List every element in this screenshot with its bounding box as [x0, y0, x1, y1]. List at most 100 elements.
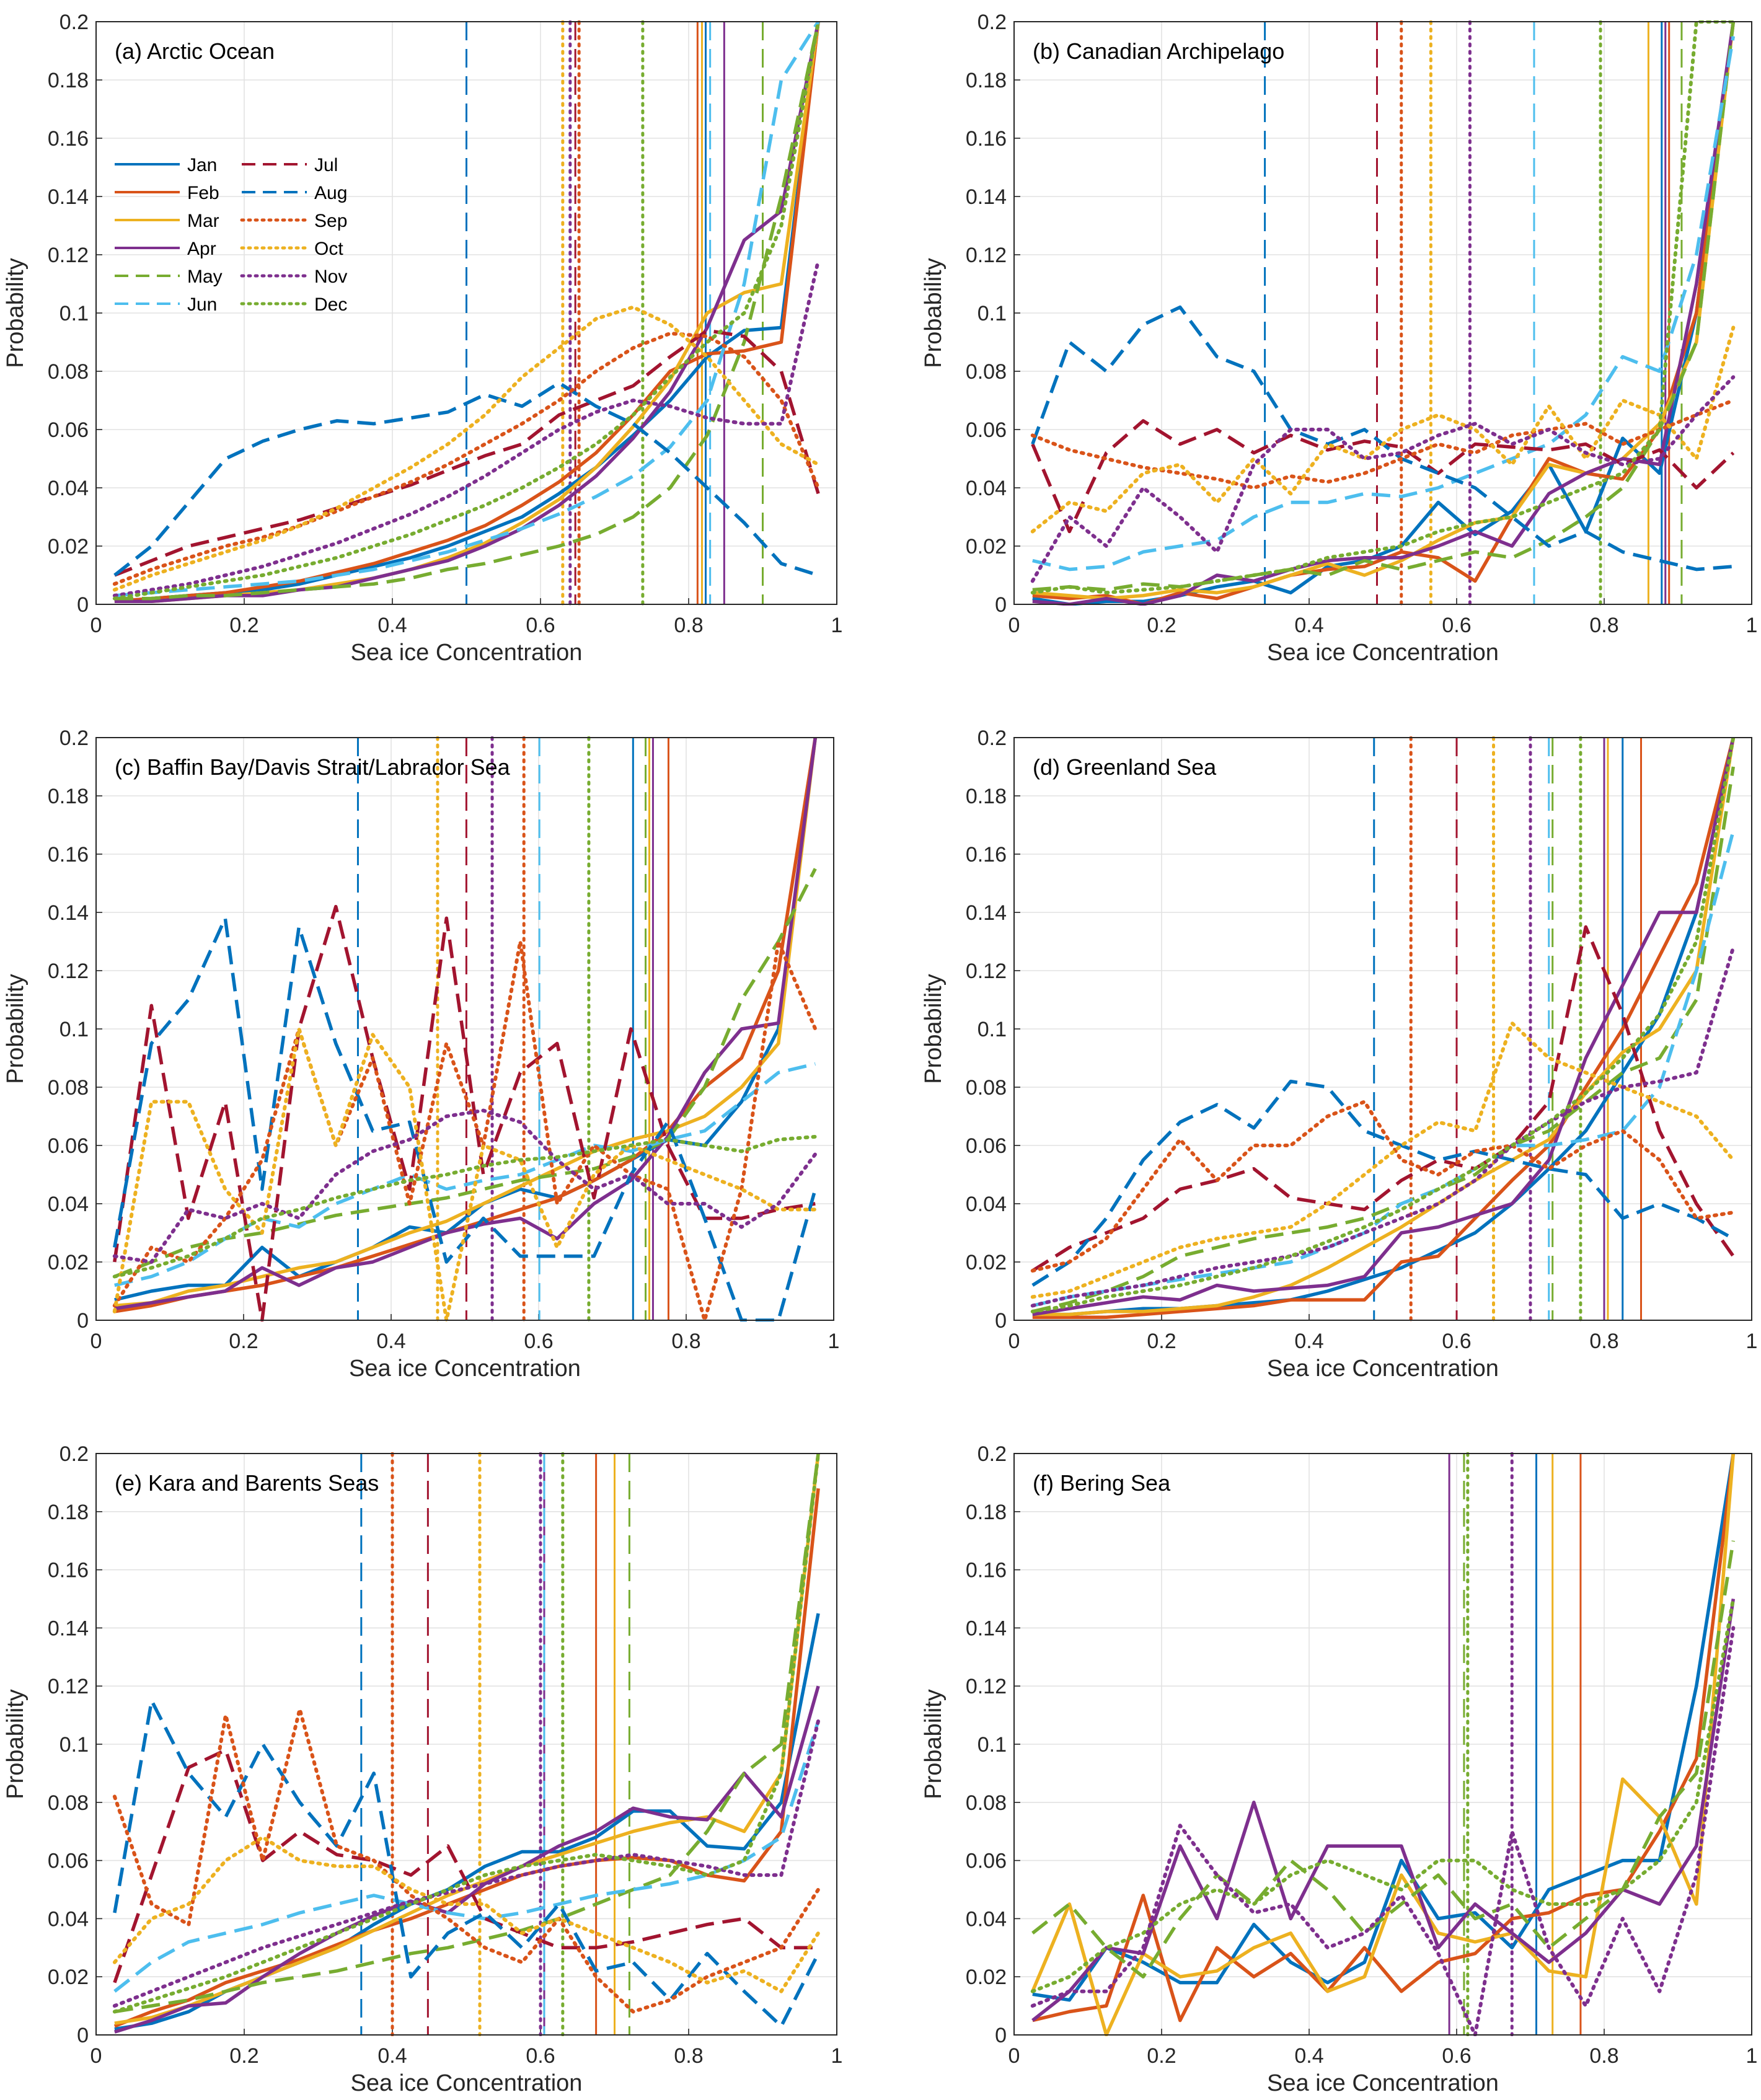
x-tick-label: 1 [1746, 614, 1758, 637]
y-tick-label: 0.12 [48, 1675, 89, 1698]
y-tick-label: 0 [995, 593, 1007, 617]
y-tick-label: 0.18 [48, 1501, 89, 1524]
x-tick-label: 1 [831, 2044, 843, 2068]
legend-label-mar: Mar [187, 211, 219, 231]
axes-box [1013, 21, 1752, 605]
series-may [1032, 766, 1736, 1313]
y-tick-label: 0.18 [966, 1501, 1007, 1524]
y-tick-label: 0.02 [966, 535, 1007, 558]
y-tick-label: 0.1 [978, 1733, 1007, 1757]
series-nov [112, 1719, 821, 2008]
x-tick-label: 0 [90, 1330, 102, 1353]
y-tick-label: 0 [995, 2024, 1007, 2047]
panel-2: 0 0.2 0.4 0.6 0.8 1 0 0.02 0.04 0.06 0.08 0.1 0.12 0.… [2, 726, 839, 1382]
panel-3: 0 0.2 0.4 0.6 0.8 1 0 0.02 0.04 0.06 0.08 0.1 0.12 0.… [920, 726, 1757, 1382]
y-tick-label: 0.12 [966, 244, 1007, 267]
x-tick-label: 0.6 [524, 1330, 553, 1353]
series-oct [1030, 1021, 1736, 1299]
x-tick-label: 0.2 [229, 1330, 258, 1353]
x-axis-label: Sea ice Concentration [349, 1356, 581, 1382]
x-tick-label: 0.8 [1589, 1330, 1618, 1353]
series-jul [113, 329, 820, 577]
series-oct [112, 1835, 821, 1993]
y-tick-label: 0.1 [978, 1018, 1007, 1041]
panel-title: (c) Baffin Bay/Davis Strait/Labrador Sea [115, 754, 511, 780]
y-tick-label: 0.02 [48, 535, 89, 558]
panel-4: 0 0.2 0.4 0.6 0.8 1 0 0.02 0.04 0.06 0.08 0.1 0.12 0.… [2, 1442, 842, 2096]
panel-0: 0 0.2 0.4 0.6 0.8 1 0 0.02 0.04 0.06 0.08 0.1 0.12 0.… [2, 11, 842, 666]
series-dec [1030, 1597, 1736, 1993]
y-tick-label: 0.16 [48, 1559, 89, 1582]
legend-label-aug: Aug [314, 183, 347, 203]
series-mar [1031, 1453, 1736, 2036]
y-axis-label: Probability [2, 974, 29, 1083]
y-tick-label: 0.02 [966, 1251, 1007, 1274]
axes-box [95, 737, 834, 1321]
panel-title: (e) Kara and Barents Seas [115, 1470, 379, 1496]
y-tick-label: 0.16 [966, 127, 1007, 151]
y-tick-label: 0.2 [978, 1442, 1007, 1466]
series-oct [1030, 325, 1736, 534]
plot-area [1030, 1452, 1736, 2036]
legend-label-jun: Jun [187, 294, 217, 315]
series-dec [112, 1134, 818, 1279]
x-tick-label: 0.2 [1147, 614, 1176, 637]
series-sep [1030, 1100, 1736, 1273]
x-tick-label: 0.8 [674, 2044, 703, 2068]
axes-box [1013, 1453, 1752, 2036]
y-tick-label: 0.06 [48, 1850, 89, 1873]
x-axis-label: Sea ice Concentration [1267, 2070, 1499, 2096]
y-axis-label: Probability [920, 258, 947, 368]
y-tick-label: 0.12 [48, 960, 89, 983]
panel-title: (d) Greenland Sea [1033, 754, 1217, 780]
x-tick-label: 0.4 [377, 2044, 407, 2068]
x-axis-label: Sea ice Concentration [1267, 1356, 1499, 1382]
y-tick-label: 0.08 [966, 360, 1007, 384]
panel-5: 0 0.2 0.4 0.6 0.8 1 0 0.02 0.04 0.06 0.08 0.1 0.12 0.… [920, 1442, 1757, 2096]
legend-label-apr: Apr [187, 239, 216, 259]
series-oct [112, 305, 821, 592]
legend-label-may: May [187, 267, 223, 287]
y-tick-label: 0.14 [966, 1617, 1007, 1640]
series-dec [1030, 736, 1736, 1313]
panel-title: (f) Bering Sea [1033, 1470, 1171, 1496]
legend-label-nov: Nov [314, 267, 347, 287]
series-jun [114, 1062, 816, 1287]
series-apr [1031, 1599, 1736, 2022]
x-tick-label: 0.4 [1294, 2044, 1323, 2068]
series-nov [1030, 1626, 1736, 2036]
x-tick-label: 0.2 [229, 2044, 258, 2068]
y-tick-label: 0.06 [966, 1850, 1007, 1873]
series-feb [114, 21, 820, 604]
y-axis-label: Probability [920, 1689, 947, 1799]
series-may [114, 21, 820, 601]
series-jul [1031, 925, 1735, 1273]
axes-box [95, 21, 837, 605]
y-tick-label: 0.16 [966, 843, 1007, 867]
y-tick-label: 0.2 [60, 1442, 89, 1466]
x-tick-label: 0.8 [1589, 2044, 1618, 2068]
x-axis-label: Sea ice Concentration [351, 2070, 583, 2096]
series-dec [1030, 20, 1736, 595]
x-tick-label: 0.8 [674, 614, 703, 637]
y-axis-label: Probability [920, 974, 947, 1083]
y-tick-label: 0.1 [60, 1018, 89, 1041]
y-tick-label: 0.08 [966, 1791, 1007, 1815]
series-nov [1030, 945, 1736, 1308]
axes-box [95, 1453, 837, 2036]
x-tick-label: 0 [90, 2044, 102, 2068]
y-tick-label: 0.2 [60, 726, 89, 750]
series-jun [1032, 36, 1736, 571]
x-axis-label: Sea ice Concentration [1267, 640, 1499, 666]
series-jan [1032, 737, 1735, 1317]
x-tick-label: 0.2 [229, 614, 258, 637]
panel-title: (a) Arctic Ocean [115, 38, 275, 64]
y-tick-label: 0.16 [966, 1559, 1007, 1582]
y-tick-label: 0.14 [966, 901, 1007, 925]
x-tick-label: 0.6 [1442, 1330, 1471, 1353]
series-may [1031, 1540, 1736, 1979]
legend-label-dec: Dec [314, 294, 347, 315]
series-may [113, 868, 817, 1279]
series-aug [1031, 1079, 1734, 1287]
series-aug [113, 1698, 820, 2028]
